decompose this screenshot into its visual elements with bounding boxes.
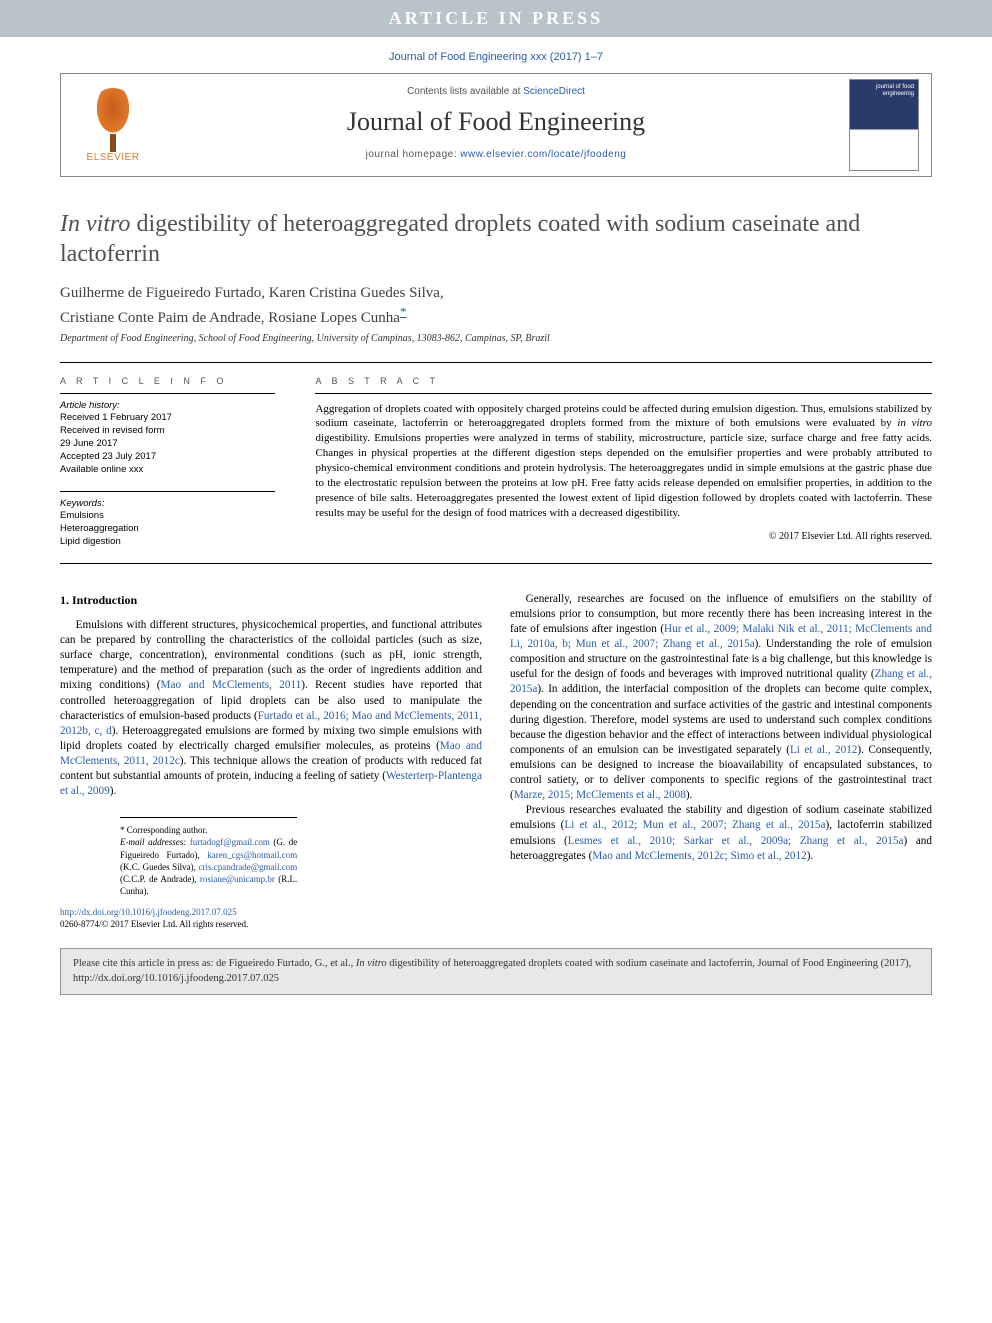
p1-e: ). bbox=[110, 785, 117, 797]
contents-line: Contents lists available at ScienceDirec… bbox=[171, 86, 821, 97]
affiliation: Department of Food Engineering, School o… bbox=[60, 333, 932, 344]
keyword-1: Emulsions bbox=[60, 510, 275, 523]
article-info-heading: A R T I C L E I N F O bbox=[60, 375, 275, 394]
email-3[interactable]: cris.cpandrade@gmail.com bbox=[198, 862, 297, 872]
abstract-heading: A B S T R A C T bbox=[315, 375, 932, 394]
ref-marze-2015[interactable]: Marze, 2015; McClements et al., 2008 bbox=[514, 789, 686, 801]
contents-prefix: Contents lists available at bbox=[407, 86, 523, 97]
name-3: (C.C.P. de Andrade), bbox=[120, 874, 200, 884]
available-online: Available online xxx bbox=[60, 464, 275, 477]
abstract-column: A B S T R A C T Aggregation of droplets … bbox=[295, 363, 932, 563]
elsevier-tree-icon bbox=[88, 88, 138, 146]
paragraph-3: Previous researches evaluated the stabil… bbox=[510, 803, 932, 863]
article-info-column: A R T I C L E I N F O Article history: R… bbox=[60, 363, 295, 563]
abstract-copyright: © 2017 Elsevier Ltd. All rights reserved… bbox=[315, 530, 932, 544]
email-addresses: E-mail addresses: furtadogf@gmail.com (G… bbox=[120, 836, 297, 897]
corresponding-author-mark[interactable]: * bbox=[400, 304, 407, 319]
name-2: (K.C. Guedes Silva), bbox=[120, 862, 198, 872]
section-1-heading: 1. Introduction bbox=[60, 592, 482, 608]
abstract-b: digestibility. Emulsions properties were… bbox=[315, 432, 932, 518]
authors-block: Guilherme de Figueiredo Furtado, Karen C… bbox=[60, 283, 932, 329]
keywords-label: Keywords: bbox=[60, 498, 275, 511]
publisher-name: ELSEVIER bbox=[87, 152, 140, 163]
cite-footer-box: Please cite this article in press as: de… bbox=[60, 948, 932, 994]
authors-line2: Cristiane Conte Paim de Andrade, Rosiane… bbox=[60, 310, 400, 326]
received-date: Received 1 February 2017 bbox=[60, 412, 275, 425]
cite-a: Please cite this article in press as: de… bbox=[73, 958, 356, 969]
article-title: In vitro digestibility of heteroaggregat… bbox=[60, 209, 932, 269]
p2-e: ). bbox=[686, 789, 693, 801]
p1-c: ). Heteroaggregated emulsions are formed… bbox=[60, 725, 482, 752]
paragraph-2: Generally, researches are focused on the… bbox=[510, 592, 932, 804]
journal-name: Journal of Food Engineering bbox=[171, 107, 821, 137]
paragraph-1: Emulsions with different structures, phy… bbox=[60, 618, 482, 799]
info-abstract-row: A R T I C L E I N F O Article history: R… bbox=[60, 362, 932, 564]
article-in-press-banner: ARTICLE IN PRESS bbox=[0, 0, 992, 37]
email-4[interactable]: rosiane@unicamp.br bbox=[200, 874, 275, 884]
sciencedirect-link[interactable]: ScienceDirect bbox=[523, 86, 585, 97]
corresponding-author-label: * Corresponding author. bbox=[120, 824, 297, 836]
p3-d: ). bbox=[807, 850, 814, 862]
title-italic: In vitro bbox=[60, 211, 130, 237]
cite-italic: In vitro bbox=[356, 958, 387, 969]
doi-link[interactable]: http://dx.doi.org/10.1016/j.jfoodeng.201… bbox=[60, 907, 237, 917]
homepage-link[interactable]: www.elsevier.com/locate/jfoodeng bbox=[460, 149, 626, 160]
accepted-date: Accepted 23 July 2017 bbox=[60, 451, 275, 464]
journal-cover-thumbnail: journal of food engineering bbox=[849, 79, 919, 171]
issn-line: 0260-8774/© 2017 Elsevier Ltd. All right… bbox=[60, 919, 248, 929]
ref-lesmes-2010[interactable]: Lesmes et al., 2010; Sarkar et al., 2009… bbox=[568, 835, 904, 847]
revised-line1: Received in revised form bbox=[60, 425, 275, 438]
journal-header-box: ELSEVIER Contents lists available at Sci… bbox=[60, 73, 932, 177]
homepage-prefix: journal homepage: bbox=[366, 149, 461, 160]
ref-mao-2012c-b[interactable]: Mao and McClements, 2012c; Simo et al., … bbox=[592, 850, 806, 862]
left-column: 1. Introduction Emulsions with different… bbox=[60, 592, 482, 931]
keyword-2: Heteroaggregation bbox=[60, 523, 275, 536]
email-label: E-mail addresses: bbox=[120, 837, 186, 847]
footnotes: * Corresponding author. E-mail addresses… bbox=[120, 817, 297, 897]
revised-line2: 29 June 2017 bbox=[60, 438, 275, 451]
abstract-text: Aggregation of droplets coated with oppo… bbox=[315, 402, 932, 521]
authors-line1: Guilherme de Figueiredo Furtado, Karen C… bbox=[60, 285, 444, 301]
elsevier-logo: ELSEVIER bbox=[73, 80, 153, 170]
body-columns: 1. Introduction Emulsions with different… bbox=[60, 592, 932, 931]
top-citation: Journal of Food Engineering xxx (2017) 1… bbox=[0, 37, 992, 73]
homepage-line: journal homepage: www.elsevier.com/locat… bbox=[171, 149, 821, 160]
keyword-3: Lipid digestion bbox=[60, 536, 275, 549]
right-column: Generally, researches are focused on the… bbox=[510, 592, 932, 931]
history-label: Article history: bbox=[60, 400, 275, 413]
email-2[interactable]: karen_cgs@hotmail.com bbox=[207, 850, 297, 860]
doi-block: http://dx.doi.org/10.1016/j.jfoodeng.201… bbox=[60, 907, 422, 930]
title-rest: digestibility of heteroaggregated drople… bbox=[60, 211, 860, 267]
abstract-a: Aggregation of droplets coated with oppo… bbox=[315, 403, 932, 430]
ref-li-2012[interactable]: Li et al., 2012 bbox=[790, 744, 857, 756]
abstract-italic: in vitro bbox=[897, 417, 932, 429]
ref-li-2012b[interactable]: Li et al., 2012; Mun et al., 2007; Zhang… bbox=[564, 819, 825, 831]
email-1[interactable]: furtadogf@gmail.com bbox=[190, 837, 270, 847]
ref-mao-2011[interactable]: Mao and McClements, 2011 bbox=[161, 679, 302, 691]
cover-text: journal of food engineering bbox=[850, 84, 914, 97]
